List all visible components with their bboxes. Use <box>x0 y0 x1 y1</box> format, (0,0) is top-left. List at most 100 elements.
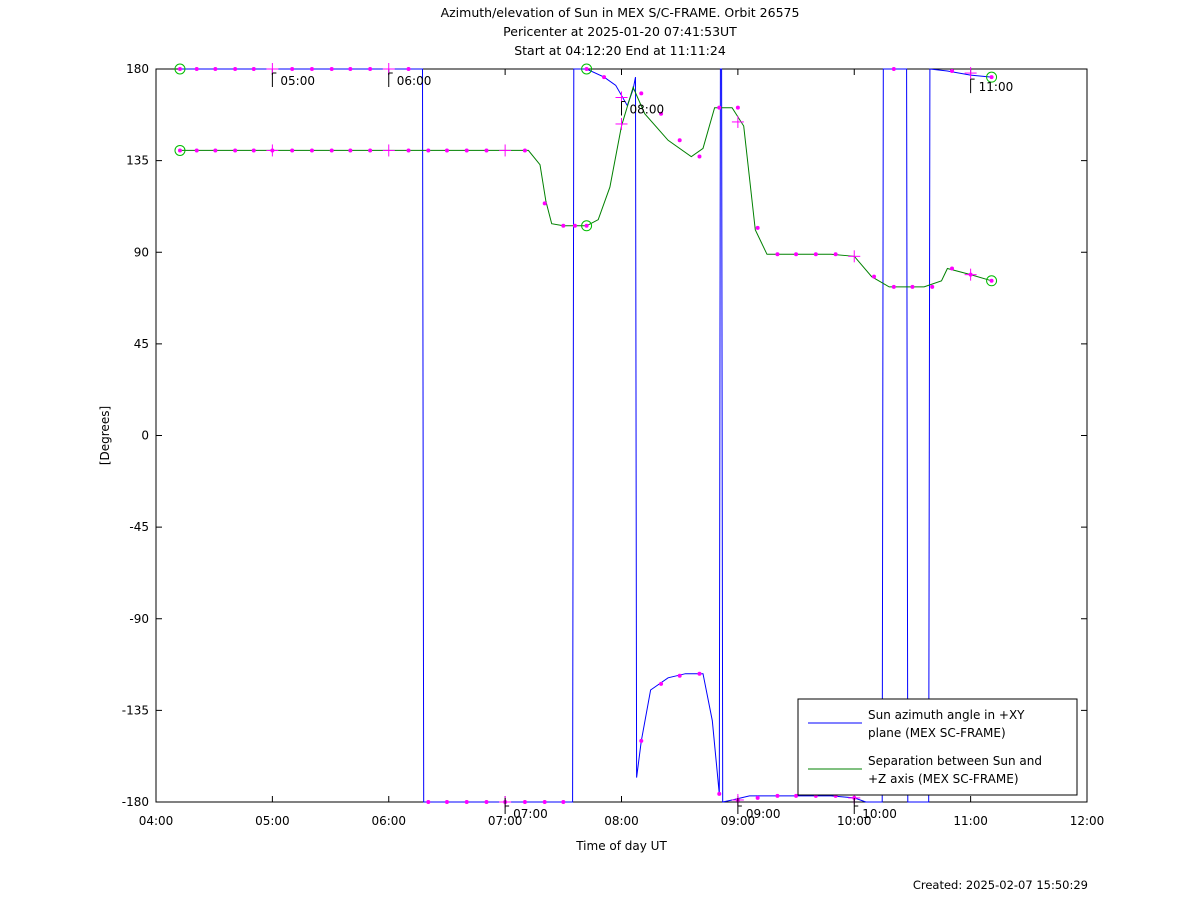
data-point <box>233 67 238 71</box>
time-annotation: 08:00 <box>621 101 665 117</box>
data-point <box>659 111 664 116</box>
series-line-2 <box>180 85 992 288</box>
annotation-label: 08:00 <box>630 103 665 117</box>
data-point <box>891 67 896 71</box>
data-point <box>775 252 780 257</box>
time-annotation: 07:00 <box>504 798 548 821</box>
data-point <box>290 148 295 153</box>
series-circle-marker <box>986 71 998 83</box>
chart-subtitle-start-end: Start at 04:12:20 End at 11:11:24 <box>514 43 726 58</box>
data-point <box>464 800 469 804</box>
annotation-label: 11:00 <box>979 80 1014 94</box>
hour-cross-marker <box>382 144 395 157</box>
data-point <box>775 793 780 798</box>
data-point <box>542 201 547 206</box>
annotation-label: 05:00 <box>280 74 315 88</box>
x-tick-label: 10:00 <box>837 814 872 828</box>
data-point <box>177 67 182 71</box>
hour-cross-marker <box>499 144 512 157</box>
data-point <box>426 800 431 804</box>
data-point <box>290 67 295 71</box>
data-point <box>677 673 682 678</box>
data-point <box>309 148 314 153</box>
x-tick-label: 11:00 <box>953 814 988 828</box>
hour-cross-marker <box>848 250 861 263</box>
hour-cross-marker <box>615 117 628 130</box>
axes: 04:00 05:00 06:00 07:00 08:00 09:00 10:00 11:00… <box>98 62 1104 853</box>
data-point <box>735 105 740 110</box>
data-point <box>639 91 644 96</box>
x-tick-label: 05:00 <box>255 814 290 828</box>
y-tick-label: -135 <box>122 703 149 717</box>
data-point <box>677 138 682 143</box>
legend: Sun azimuth angle in +XY plane (MEX SC-FR… <box>797 698 1078 796</box>
y-tick-label: 45 <box>134 337 149 351</box>
data-point <box>213 148 218 153</box>
data-point <box>717 105 722 110</box>
data-point <box>950 266 955 271</box>
data-point <box>522 148 527 153</box>
data-point <box>602 75 607 80</box>
data-point <box>233 148 238 153</box>
data-point <box>872 274 877 279</box>
annotation-label: 10:00 <box>862 807 897 821</box>
data-point <box>794 252 799 257</box>
legend-label-1-line1: Sun azimuth angle in +XY <box>868 708 1025 722</box>
data-point <box>522 800 527 804</box>
series-circle-marker <box>174 63 186 75</box>
y-tick-label: -45 <box>129 520 149 534</box>
x-tick-label: 07:00 <box>488 814 523 828</box>
legend-label-2-line1: Separation between Sun and <box>868 754 1042 768</box>
annotation-label: 07:00 <box>513 807 548 821</box>
data-point <box>368 67 373 71</box>
data-point <box>406 148 411 153</box>
data-point <box>251 67 256 71</box>
data-point <box>755 795 760 800</box>
created-timestamp: Created: 2025-02-07 15:50:29 <box>912 878 1088 892</box>
legend-label-1-line2: plane (MEX SC-FRAME) <box>868 726 1006 740</box>
data-point <box>794 793 799 798</box>
hour-cross-marker <box>266 144 279 157</box>
chart-title: Azimuth/elevation of Sun in MEX S/C-FRAM… <box>440 5 800 20</box>
data-point <box>329 148 334 153</box>
time-annotations: 05:00 06:00 07:00 08:00 09:00 10:00 11:00 <box>271 72 1014 821</box>
data-point <box>697 154 702 159</box>
data-point <box>717 791 722 796</box>
data-point <box>639 738 644 743</box>
y-tick-label: -180 <box>122 795 149 809</box>
y-tick-label: 90 <box>134 245 149 259</box>
y-tick-label: 180 <box>126 62 149 76</box>
series-circle-marker <box>986 275 998 287</box>
data-point <box>368 148 373 153</box>
series-circle-marker <box>581 63 593 75</box>
data-dots <box>174 63 998 808</box>
x-tick-label: 06:00 <box>371 814 406 828</box>
data-point <box>194 67 199 71</box>
time-annotation: 09:00 <box>737 798 780 821</box>
data-point <box>464 148 469 153</box>
data-point <box>348 148 353 153</box>
x-tick-label: 12:00 <box>1070 814 1105 828</box>
data-point <box>426 148 431 153</box>
x-axis-label: Time of day UT <box>575 839 667 853</box>
annotation-label: 06:00 <box>397 74 432 88</box>
data-point <box>444 800 449 804</box>
time-annotation: 05:00 <box>271 72 315 88</box>
plot-frame <box>155 68 1088 803</box>
chart-subtitle-pericenter: Pericenter at 2025-01-20 07:41:53UT <box>503 24 737 39</box>
y-tick-label: 135 <box>126 154 149 168</box>
legend-box <box>797 698 1078 796</box>
legend-label-2-line2: +Z axis (MEX SC-FRAME) <box>868 772 1019 786</box>
data-point <box>891 284 896 289</box>
time-annotation: 06:00 <box>388 72 432 88</box>
data-point <box>309 67 314 71</box>
data-point <box>950 69 955 74</box>
data-point <box>484 148 489 153</box>
hour-cross-marker <box>964 67 977 80</box>
data-point <box>584 223 589 228</box>
data-point <box>584 67 589 71</box>
data-point <box>561 223 566 228</box>
data-point <box>989 75 994 80</box>
data-point <box>213 67 218 71</box>
